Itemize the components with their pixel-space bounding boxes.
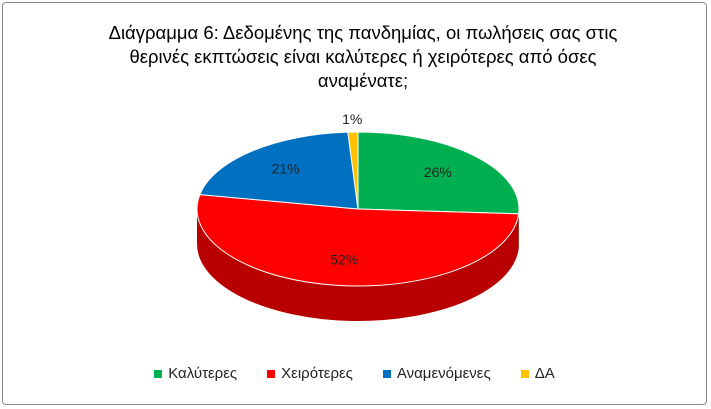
data-label: 1% (342, 111, 362, 127)
legend-item: Χειρότερες (267, 365, 353, 382)
data-label: 21% (272, 160, 300, 176)
legend-label: Καλύτερες (168, 365, 238, 382)
slice (196, 194, 520, 287)
legend-swatch (520, 369, 529, 378)
legend-swatch (382, 369, 391, 378)
legend-item: Καλύτερες (154, 365, 237, 382)
legend-swatch (267, 369, 276, 378)
slice-side (197, 209, 519, 322)
slice (357, 131, 520, 215)
plot: 26% 52% 21% 1% (196, 111, 520, 322)
slice (347, 131, 359, 210)
legend: Καλύτερες Χειρότερες Αναμενόμενες ΔΑ (3, 365, 706, 382)
slice (199, 131, 359, 210)
chart-title: Διάγραμμα 6: Δεδομένης της πανδημίας, οι… (108, 22, 618, 91)
legend-label: Αναμενόμενες (396, 365, 491, 382)
legend-item: Αναμενόμενες (382, 365, 491, 382)
data-label: 26% (424, 164, 452, 180)
chart: Διάγραμμα 6: Δεδομένης της πανδημίας, οι… (2, 2, 707, 405)
legend-swatch (154, 369, 163, 378)
data-label: 52% (330, 252, 358, 268)
legend-label: Χειρότερες (281, 365, 353, 382)
legend-label: ΔΑ (534, 365, 555, 382)
legend-item: ΔΑ (520, 365, 555, 382)
